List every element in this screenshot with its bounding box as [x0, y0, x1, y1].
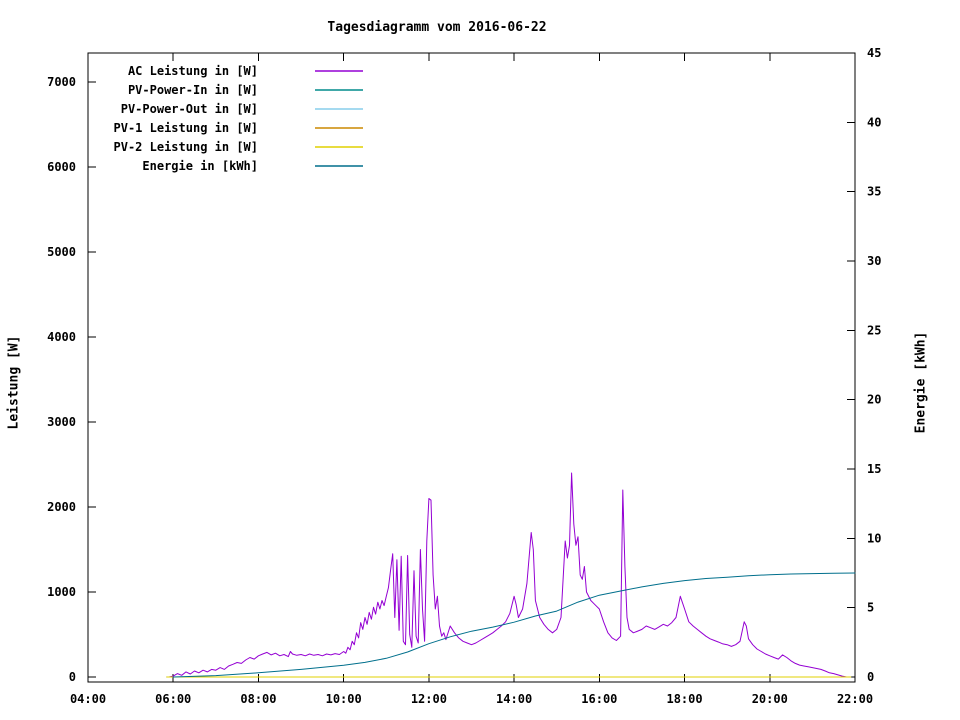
y-left-tick-label: 1000 [47, 585, 76, 599]
x-tick-label: 22:00 [837, 692, 873, 706]
y-left-tick-label: 5000 [47, 245, 76, 259]
x-tick-label: 06:00 [155, 692, 191, 706]
y-right-tick-label: 35 [867, 185, 881, 199]
y-left-tick-label: 6000 [47, 160, 76, 174]
plot-border [87, 52, 856, 683]
legend-label-4: PV-2 Leistung in [W] [114, 140, 259, 154]
y-right-tick-label: 45 [867, 46, 881, 60]
y-right-tick-label: 10 [867, 531, 881, 545]
y-left-tick-label: 2000 [47, 500, 76, 514]
legend-label-5: Energie in [kWh] [142, 159, 258, 173]
series-line-5 [172, 572, 856, 678]
legend-label-0: AC Leistung in [W] [128, 64, 258, 78]
y-right-tick-label: 15 [867, 462, 881, 476]
x-tick-label: 04:00 [70, 692, 106, 706]
legend-label-2: PV-Power-Out in [W] [121, 102, 258, 116]
y-right-tick-label: 40 [867, 115, 881, 129]
legend-label-1: PV-Power-In in [W] [128, 83, 258, 97]
x-tick-label: 14:00 [496, 692, 532, 706]
y-right-tick-label: 20 [867, 393, 881, 407]
y-right-tick-label: 25 [867, 323, 881, 337]
legend-label-3: PV-1 Leistung in [W] [114, 121, 259, 135]
y-left-tick-label: 4000 [47, 330, 76, 344]
x-tick-label: 20:00 [752, 692, 788, 706]
x-tick-label: 18:00 [666, 692, 702, 706]
y-left-tick-label: 3000 [47, 415, 76, 429]
y-left-tick-label: 7000 [47, 75, 76, 89]
series-line-0 [168, 472, 847, 678]
x-tick-label: 10:00 [326, 692, 362, 706]
y-right-tick-label: 0 [867, 670, 874, 684]
y-right-tick-label: 5 [867, 601, 874, 615]
x-tick-label: 08:00 [240, 692, 276, 706]
x-tick-label: 16:00 [581, 692, 617, 706]
chart-title: Tagesdiagramm vom 2016-06-22 [327, 20, 547, 35]
y-right-tick-label: 30 [867, 254, 881, 268]
y-left-tick-label: 0 [69, 670, 76, 684]
x-tick-label: 12:00 [411, 692, 447, 706]
